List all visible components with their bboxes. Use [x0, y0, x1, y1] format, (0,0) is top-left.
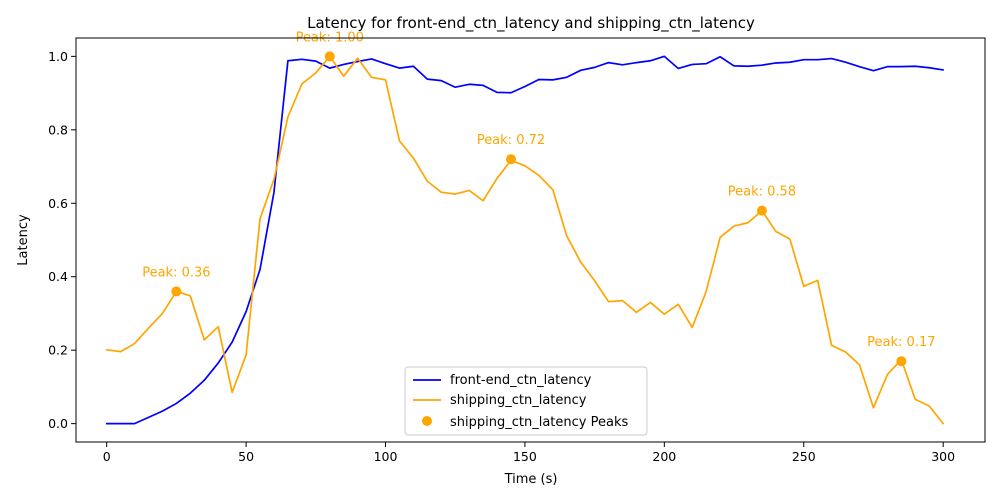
peak-marker-2 [505, 154, 516, 165]
x-tick-label-5: 250 [792, 449, 816, 464]
legend: front-end_ctn_latency shipping_ctn_laten… [404, 366, 648, 436]
y-axis: 0.0 0.2 0.4 0.6 0.8 1.0 [48, 49, 76, 431]
x-tick-label-1: 50 [238, 449, 254, 464]
peak-marker-4 [896, 356, 907, 367]
peak-marker-1 [324, 51, 335, 62]
y-tick-label-4: 0.8 [48, 122, 68, 137]
peak-annotation-4: Peak: 0.17 [867, 335, 935, 350]
series-line-front-end_ctn_latency [105, 55, 945, 425]
plot-frame [75, 37, 986, 443]
y-tick-label-0: 0.0 [48, 416, 68, 431]
x-tick-label-4: 200 [652, 449, 676, 464]
x-axis-label: Time (s) [504, 472, 558, 487]
legend-box [404, 366, 648, 436]
legend-label-peaks: shipping_ctn_latency Peaks [450, 415, 628, 430]
peak-marker-3 [756, 205, 767, 216]
x-axis: 0 50 100 150 200 250 300 [103, 442, 955, 464]
peak-marker-0 [171, 286, 182, 297]
x-tick-label-3: 150 [513, 449, 537, 464]
y-tick-label-5: 1.0 [48, 49, 68, 64]
x-tick-label-6: 300 [931, 449, 955, 464]
legend-label-shipping: shipping_ctn_latency [450, 393, 587, 408]
x-tick-label-2: 100 [374, 449, 398, 464]
y-tick-label-2: 0.4 [48, 269, 68, 284]
y-tick-label-1: 0.2 [48, 343, 68, 358]
peak-annotation-2: Peak: 0.72 [477, 133, 545, 148]
x-tick-label-0: 0 [103, 449, 111, 464]
y-tick-label-3: 0.6 [48, 196, 68, 211]
peak-annotation-3: Peak: 0.58 [728, 185, 796, 200]
peak-annotation-0: Peak: 0.36 [142, 265, 210, 280]
chart-title: Latency for front-end_ctn_latency and sh… [307, 14, 755, 33]
legend-label-front-end: front-end_ctn_latency [450, 373, 592, 388]
series-layer [105, 55, 945, 425]
y-axis-label: Latency [16, 214, 31, 266]
series-line-shipping_ctn_latency [105, 55, 945, 425]
legend-swatch-peaks [422, 416, 432, 426]
